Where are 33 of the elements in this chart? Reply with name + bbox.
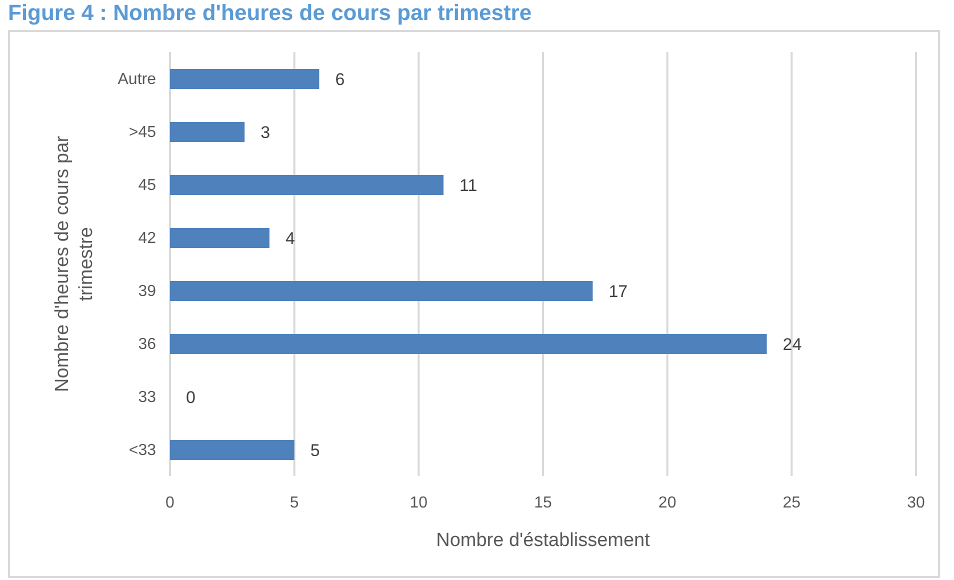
y-tick-label: 36 [138,336,156,354]
y-axis-title: Nombre d'heures de cours par trimestre [52,135,97,392]
x-tick-label: 25 [782,494,801,512]
y-tick-label: Autre [118,71,156,88]
bar [170,175,444,195]
data-label: 17 [608,282,628,301]
bar [170,69,320,89]
data-label: 5 [310,440,320,460]
bar [170,334,767,354]
bar [170,281,593,301]
bar [170,122,245,142]
y-tick-label: 33 [138,389,156,406]
x-tick-label: 15 [534,494,552,512]
data-label: 6 [335,70,345,89]
data-label: 4 [285,228,295,248]
x-tick-label: 30 [907,494,925,512]
y-tick-label: <33 [128,442,156,460]
y-tick-label: 39 [138,283,156,300]
y-tick-label: 45 [138,177,156,194]
data-label: 11 [460,176,478,195]
bar [170,440,294,460]
y-tick-label: 42 [138,230,156,248]
x-tick-label: 10 [410,494,428,512]
chart-title: Figure 4 : Nombre d'heures de cours par trimestre [8,0,533,26]
y-tick-label: >45 [128,124,156,142]
data-label: 0 [186,388,196,407]
data-label: 24 [782,334,802,354]
x-tick-label: 5 [290,494,299,512]
x-tick-label: 20 [658,494,676,512]
x-tick-label: 0 [166,494,175,512]
data-label: 3 [260,122,270,142]
bar [170,228,270,248]
x-axis-title: Nombre d'éstablissement [436,530,651,551]
